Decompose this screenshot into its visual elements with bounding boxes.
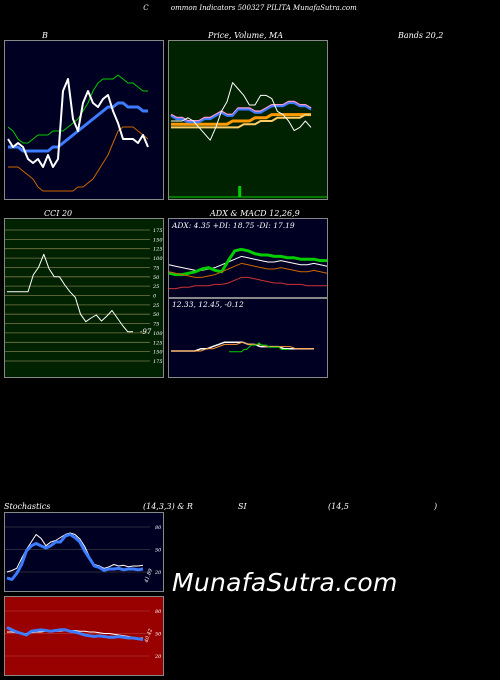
cci-tick-label: 0 [153, 294, 157, 300]
stoch-k-line [6, 532, 144, 573]
bb-lower-line [8, 126, 149, 192]
price-panel [168, 40, 328, 200]
stoch-tick-label: 50 [155, 548, 162, 554]
macd-panel: 12.33, 12.45, -0.12 [168, 298, 328, 378]
rsi-chart: 80 50 20 40.42 [5, 609, 162, 660]
rsi-title: SI [238, 502, 247, 511]
ma-line-yellow [171, 113, 311, 129]
rsi-line [6, 626, 144, 641]
stoch-d-line [6, 533, 144, 581]
stoch-tick-label: 20 [154, 570, 162, 576]
cci-line [7, 253, 133, 333]
rsi-params: (14,5 [328, 502, 349, 511]
ma-line-pink [170, 100, 312, 122]
macd-values: 12.33, 12.45, -0.12 [172, 300, 244, 309]
cci-tick-label: 175 [153, 228, 163, 234]
cci-title: CCI 20 [44, 209, 73, 218]
watermark: MunafaSutra.com [172, 568, 398, 597]
stoch-params: (14,3,3) & R [143, 502, 193, 511]
cci-tick-label: 125 [153, 247, 163, 253]
rsi-tick-label: 50 [155, 632, 162, 638]
price-title: Price, Volume, MA [208, 31, 284, 40]
bollinger-panel [4, 40, 164, 200]
cci-tick-label: 25 [152, 303, 159, 309]
bands-label: B [42, 31, 48, 40]
plus-di-line [168, 247, 327, 277]
ma-line-orange [171, 113, 311, 126]
macd-histogram-line [229, 342, 289, 353]
cci-tick-label: 75 [153, 265, 159, 271]
cci-tick-label: 75 [153, 322, 159, 328]
bands-params-label: Bands 20,2 [398, 31, 444, 40]
stoch-panel: 80 50 20 41.89 [4, 512, 164, 592]
bb-upper-line [7, 74, 148, 144]
cci-tick-label: 100 [153, 256, 163, 262]
macd-line [171, 341, 314, 352]
adx-chart [168, 247, 328, 290]
cci-panel: 175 150 125 100 75 50 25 0 25 50 75 100 125 150 175 -97 [4, 218, 164, 378]
rsi-tick-label: 80 [155, 609, 162, 615]
bollinger-chart [7, 74, 149, 192]
di-line-orange [168, 262, 328, 278]
adx-line [169, 276, 327, 290]
cci-tick-label: 150 [153, 237, 163, 243]
ma-line-blue [170, 102, 312, 124]
macd-chart [171, 341, 314, 353]
rsi-tick-label: 20 [154, 654, 162, 660]
price-line [171, 82, 312, 141]
page-title-initial: C [143, 4, 149, 12]
cci-last-value: -97 [140, 328, 152, 336]
cci-chart: 175 150 125 100 75 50 25 0 25 50 75 100 125 150 175 -97 [5, 228, 163, 365]
volume-bar [238, 186, 242, 197]
cci-tick-label: 150 [153, 350, 163, 356]
macd-signal-line [171, 341, 314, 352]
stoch-tick-label: 80 [155, 525, 162, 531]
bb-price-line [7, 78, 149, 168]
cci-tick-label: 100 [153, 331, 163, 337]
page-title-text: ommon Indicators 500327 PILITA MunafaSut… [170, 4, 357, 12]
stoch-last-value: 41.89 [143, 567, 154, 584]
rsi-panel: 80 50 20 40.42 [4, 596, 164, 676]
adx-values: ADX: 4.35 +DI: 18.75 -DI: 17.19 [172, 221, 295, 230]
cci-tick-label: 25 [152, 284, 159, 290]
cci-tick-label: 50 [153, 275, 160, 281]
price-chart [169, 82, 327, 198]
cci-tick-label: 50 [153, 312, 160, 318]
stoch-title: Stochastics [4, 502, 51, 511]
adx-title: ADX & MACD 12,26,9 [210, 209, 300, 218]
adx-panel: ADX: 4.35 +DI: 18.75 -DI: 17.19 [168, 218, 328, 298]
rsi-params-close: ) [434, 502, 438, 511]
cci-tick-label: 125 [153, 340, 163, 346]
page-title: C ommon Indicators 500327 PILITA MunafaS… [0, 4, 500, 12]
cci-tick-label: 175 [153, 359, 163, 365]
rsi-last-value: 40.42 [143, 628, 154, 644]
